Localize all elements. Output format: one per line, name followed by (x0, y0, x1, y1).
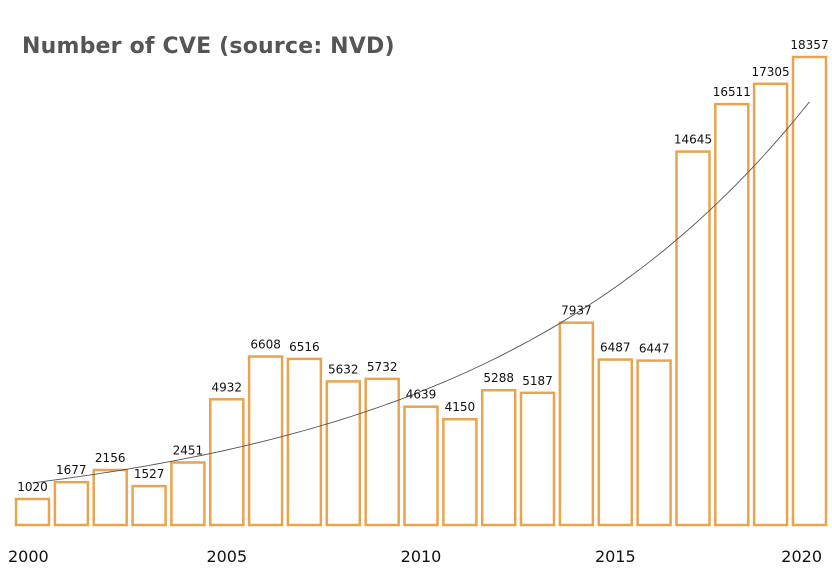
bar-2007 (286, 357, 323, 527)
x-tick-2010: 2010 (401, 547, 442, 566)
chart-title: Number of CVE (source: NVD) (22, 34, 395, 59)
value-label-2008: 5632 (328, 362, 359, 376)
bar-2010 (403, 405, 439, 527)
value-label-2009: 5732 (367, 360, 398, 374)
x-tick-2020: 2020 (781, 547, 822, 566)
x-axis-ticks-group: 2000 2005 2010 2015 2020 (8, 547, 822, 566)
value-label-2005: 4932 (212, 380, 243, 394)
value-label-2014: 7937 (561, 304, 592, 318)
bar-2013 (519, 391, 556, 527)
bars-group (14, 55, 828, 527)
value-label-2015: 6487 (600, 341, 631, 355)
bar-2012 (480, 388, 517, 527)
value-label-2013: 5187 (522, 374, 553, 388)
value-label-2002: 2156 (95, 451, 126, 465)
bar-2016 (636, 359, 672, 527)
bar-2000 (14, 497, 51, 527)
value-label-2001: 1677 (56, 463, 87, 477)
value-label-2020: 18357 (790, 38, 828, 52)
bar-2017 (675, 150, 711, 527)
bar-2014 (558, 321, 595, 527)
value-label-2011: 4150 (445, 400, 476, 414)
value-label-2012: 5288 (483, 371, 514, 385)
bar-2009 (364, 377, 400, 527)
bar-2011 (442, 417, 478, 527)
bar-2019 (752, 82, 789, 527)
value-label-2007: 6516 (289, 340, 320, 354)
value-label-2003: 1527 (134, 467, 165, 481)
value-label-2016: 6447 (639, 342, 670, 356)
value-label-2018: 16511 (713, 85, 751, 99)
bar-2015 (597, 358, 634, 527)
bar-2020 (791, 55, 828, 527)
value-label-2000: 1020 (17, 480, 48, 494)
value-label-2017: 14645 (674, 133, 712, 147)
bar-2001 (53, 480, 90, 527)
bar-2002 (92, 468, 128, 527)
value-label-2004: 2451 (173, 444, 204, 458)
x-tick-2000: 2000 (8, 547, 49, 566)
trend-line (32, 101, 810, 484)
value-label-2010: 4639 (406, 388, 437, 402)
value-labels-group: 1020 1677 2156 1527 2451 4932 6608 6516 5632 5732… (17, 38, 828, 494)
bar-2003 (131, 484, 167, 527)
x-tick-2015: 2015 (595, 547, 636, 566)
x-tick-2005: 2005 (206, 547, 247, 566)
value-label-2006: 6608 (250, 338, 281, 352)
bar-2005 (209, 398, 245, 527)
value-label-2019: 17305 (752, 65, 790, 79)
bar-2004 (170, 461, 206, 527)
bar-2018 (714, 102, 750, 527)
bar-2008 (325, 380, 362, 527)
